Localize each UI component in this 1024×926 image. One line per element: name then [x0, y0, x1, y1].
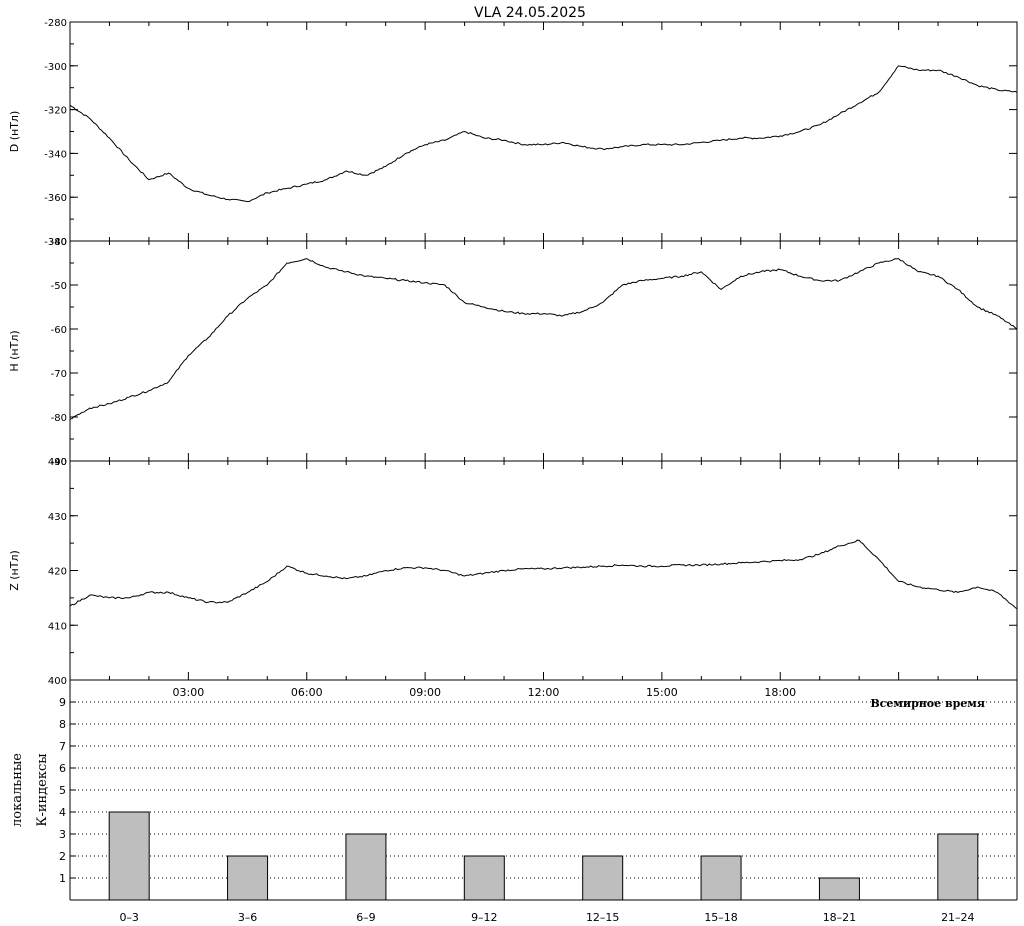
kindex-category-label: 0–3	[119, 911, 139, 921]
kindex-category-label: 9–12	[471, 911, 498, 921]
panel-h-ytick-label: -90	[51, 457, 67, 468]
kindex-ytick-label: 5	[59, 784, 66, 797]
kindex-bar	[108, 811, 150, 901]
panel-d-ytick-label: -380	[44, 237, 67, 248]
panel-z-ytick-label: 440	[48, 457, 67, 468]
time-tick-label: 15:00	[646, 686, 678, 699]
kindex-bar	[463, 855, 505, 901]
kindex-category-label: 15–18	[704, 911, 738, 921]
kindex-bar	[818, 877, 860, 901]
kindex-category-label: 12–15	[586, 911, 620, 921]
panel-h-ytick-label: -80	[51, 413, 67, 424]
panel-d-ytick-label: -360	[44, 193, 67, 204]
panel-z-ytick-label: 400	[48, 676, 67, 687]
panel-d-series-line	[69, 65, 1018, 203]
panel-z-ytick-label: 430	[48, 512, 67, 523]
kindex-ylabel-2: локальные	[10, 753, 25, 827]
kindex-ytick-label: 8	[59, 718, 66, 731]
kindex-ytick-label: 7	[59, 740, 66, 753]
time-tick-label: 06:00	[291, 686, 323, 699]
kindex-ytick-label: 9	[59, 696, 66, 709]
kindex-ytick-label: 2	[59, 850, 66, 863]
kindex-category-label: 6–9	[356, 911, 376, 921]
time-tick-label: 18:00	[764, 686, 796, 699]
kindex-ylabel: К-индексы	[35, 753, 50, 826]
time-axis-label: Всемирное время	[870, 697, 985, 710]
panel-h-ytick-label: -40	[51, 237, 67, 248]
panel-z-frame	[69, 460, 1018, 681]
kindex-category-label: 18–21	[823, 911, 857, 921]
panel-h-frame	[69, 240, 1018, 462]
time-tick-label: 03:00	[173, 686, 205, 699]
kindex-bar	[227, 855, 269, 901]
time-tick-label: 09:00	[409, 686, 441, 699]
panel-h-ytick-label: -70	[51, 369, 67, 380]
kindex-bar	[345, 833, 387, 901]
panel-d-ylabel: D (нТл)	[8, 111, 21, 153]
panel-h-series-line	[69, 258, 1018, 420]
panel-z-series-line	[69, 539, 1018, 610]
kindex-ytick-label: 4	[59, 806, 66, 819]
panel-d-ytick-label: -280	[44, 18, 67, 29]
time-tick-label: 12:00	[528, 686, 560, 699]
panel-h-ylabel: H (нТл)	[8, 330, 21, 371]
kindex-bar	[582, 855, 624, 901]
kindex-ytick-label: 3	[59, 828, 66, 841]
panel-h-ytick-label: -60	[51, 325, 67, 336]
panel-d-ytick-label: -340	[44, 149, 67, 160]
panel-d-frame	[69, 21, 1018, 242]
panel-z-ytick-label: 420	[48, 567, 67, 578]
panel-d-ytick-label: -300	[44, 62, 67, 73]
panel-d-ytick-label: -320	[44, 106, 67, 117]
chart-title: VLA 24.05.2025	[474, 5, 586, 21]
kindex-category-label: 21–24	[941, 911, 975, 921]
kindex-category-label: 3–6	[238, 911, 258, 921]
kindex-bar	[937, 833, 979, 901]
kindex-ytick-label: 6	[59, 762, 66, 775]
panel-z-ytick-label: 410	[48, 621, 67, 632]
kindex-bar	[700, 855, 742, 901]
kindex-ytick-label: 1	[59, 872, 66, 885]
panel-z-ylabel: Z (нТл)	[8, 550, 21, 591]
panel-h-ytick-label: -50	[51, 281, 67, 292]
